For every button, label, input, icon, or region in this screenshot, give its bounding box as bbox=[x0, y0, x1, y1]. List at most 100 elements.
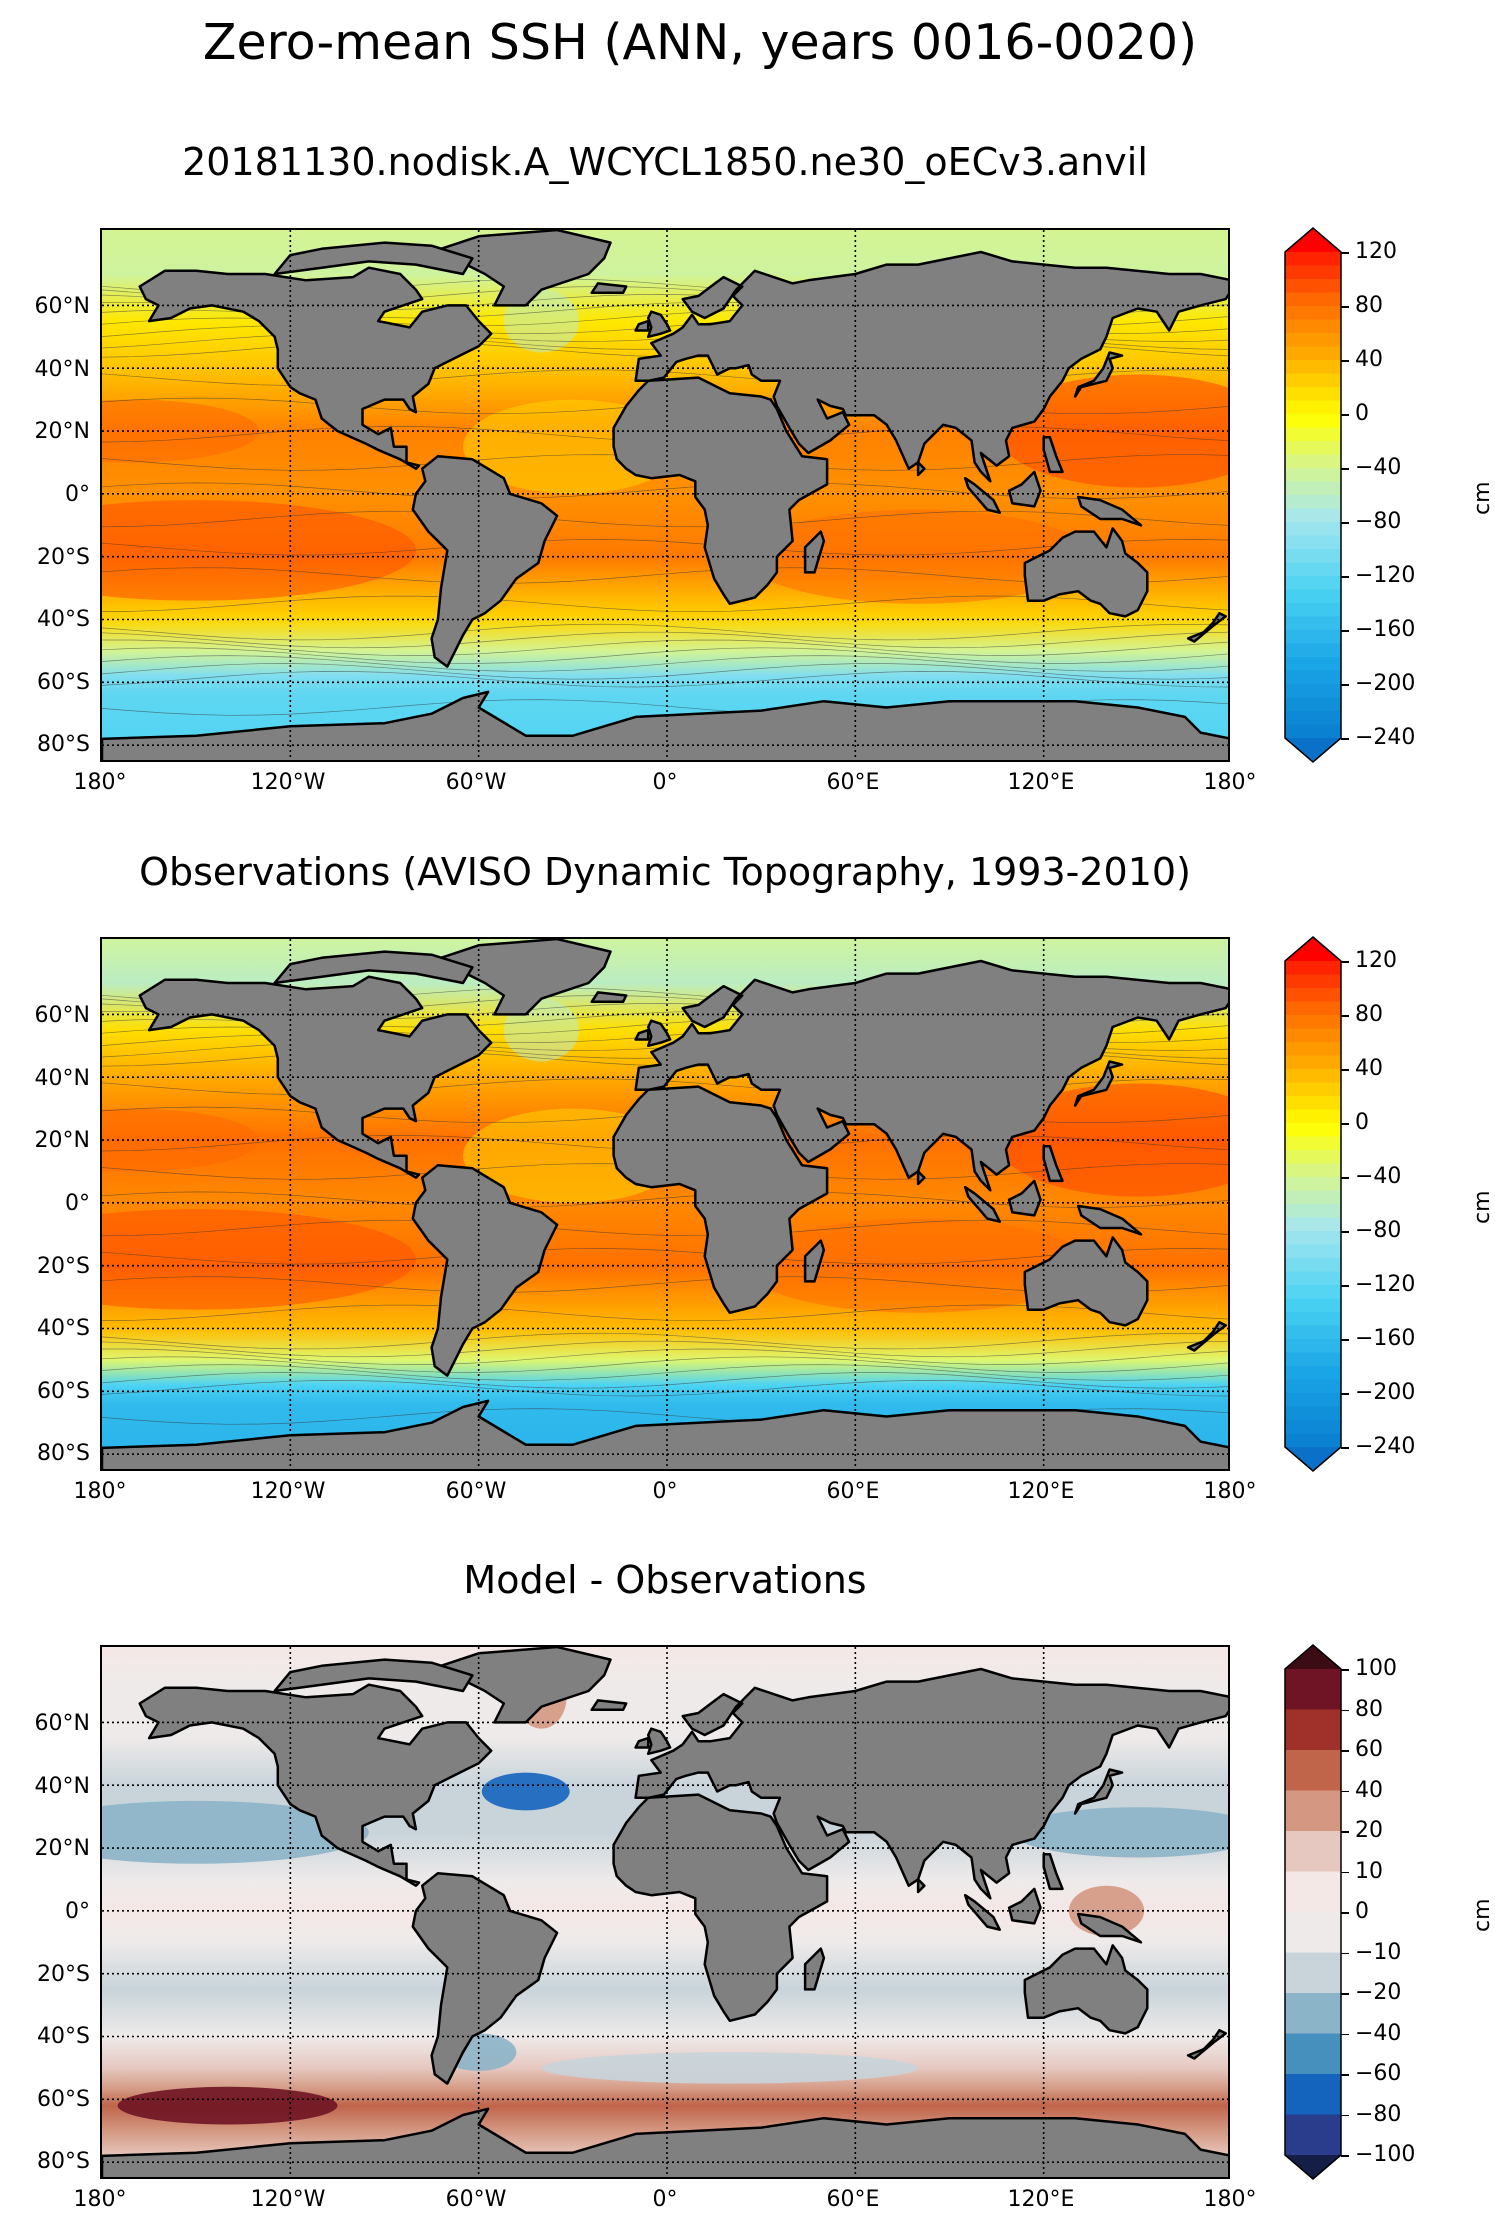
colorbar-tick-label: −160 bbox=[1355, 1326, 1416, 1351]
latitude-tick-label: 20°N bbox=[34, 1128, 90, 1153]
colorbar-tick-label: 10 bbox=[1355, 1858, 1383, 1884]
latitude-tick-label: 20°S bbox=[37, 1254, 90, 1279]
latitude-tick-label: 80°S bbox=[37, 732, 90, 757]
colorbar-level bbox=[1285, 1669, 1341, 1711]
latitude-tick-label: 60°S bbox=[37, 2087, 90, 2112]
colorbar-tick-label: 0 bbox=[1355, 401, 1369, 426]
field-anomaly bbox=[102, 500, 416, 601]
colorbar-tick-mark bbox=[1341, 1993, 1349, 1995]
colorbar-tick-label: 80 bbox=[1355, 1002, 1383, 1027]
colorbar-level bbox=[1285, 1325, 1341, 1340]
colorbar-level bbox=[1285, 670, 1341, 685]
land-mass bbox=[916, 461, 926, 477]
colorbar-level bbox=[1285, 1271, 1341, 1286]
colorbar-tick-label: 20 bbox=[1355, 1818, 1383, 1843]
land-mass bbox=[963, 1893, 1001, 1931]
colorbar-tick-label: 0 bbox=[1355, 1899, 1369, 1924]
land-mass bbox=[963, 1185, 1001, 1223]
colorbar-level bbox=[1285, 454, 1341, 469]
colorbar-level bbox=[1285, 657, 1341, 672]
colorbar-level bbox=[1285, 1298, 1341, 1313]
latitude-tick-label: 40°N bbox=[34, 357, 90, 382]
field-anomaly bbox=[481, 1772, 570, 1811]
longitude-tick-label: 120°W bbox=[250, 770, 326, 795]
land-mass bbox=[612, 1085, 829, 1315]
colorbar-level bbox=[1285, 1352, 1341, 1367]
land-mass bbox=[1023, 1944, 1149, 2035]
colorbar-tick-mark bbox=[1341, 1177, 1349, 1179]
colorbar-level bbox=[1285, 1150, 1341, 1165]
land-mass bbox=[273, 950, 474, 985]
colorbar-level bbox=[1285, 1339, 1341, 1354]
colorbar-tick-mark bbox=[1341, 306, 1349, 308]
colorbar-1 bbox=[1284, 227, 1342, 763]
latitude-tick-label: 60°N bbox=[34, 1711, 90, 1736]
longitude-tick-label: 120°W bbox=[250, 1479, 326, 1504]
colorbar-level bbox=[1285, 589, 1341, 604]
colorbar-tick-label: 60 bbox=[1355, 1737, 1383, 1762]
land-mass bbox=[1007, 1179, 1042, 1217]
colorbar-tick-mark bbox=[1341, 1123, 1349, 1125]
colorbar-tick-label: −20 bbox=[1355, 1980, 1402, 2005]
colorbar-level bbox=[1285, 974, 1341, 989]
colorbar-level bbox=[1285, 279, 1341, 294]
land-mass bbox=[1073, 1768, 1124, 1815]
colorbar-level bbox=[1285, 1217, 1341, 1232]
longitude-tick-label: 120°E bbox=[1007, 1479, 1075, 1504]
colorbar-tick-mark bbox=[1341, 576, 1349, 578]
land-mass bbox=[439, 939, 612, 1016]
colorbar-tick-label: 100 bbox=[1355, 1656, 1397, 1681]
colorbar-tick-label: 80 bbox=[1355, 1696, 1383, 1722]
colorbar-extend-min bbox=[1285, 738, 1341, 762]
colorbar-level bbox=[1285, 414, 1341, 429]
colorbar-tick-mark bbox=[1341, 1912, 1349, 1914]
latitude-tick-label: 0° bbox=[65, 482, 90, 507]
colorbar-level bbox=[1285, 319, 1341, 334]
colorbar-level bbox=[1285, 495, 1341, 510]
panel-title: Observations (AVISO Dynamic Topography, … bbox=[139, 850, 1191, 894]
colorbar-level bbox=[1285, 373, 1341, 388]
latitude-tick-label: 0° bbox=[65, 1899, 90, 1924]
colorbar-level bbox=[1285, 535, 1341, 550]
colorbar-tick-mark bbox=[1341, 1669, 1349, 1671]
colorbar-tick-mark bbox=[1341, 2114, 1349, 2116]
latitude-tick-label: 80°S bbox=[37, 1441, 90, 1466]
latitude-tick-label: 60°N bbox=[34, 294, 90, 319]
land-mass bbox=[1076, 495, 1143, 527]
latitude-tick-label: 20°N bbox=[34, 1836, 90, 1861]
colorbar-tick-mark bbox=[1341, 630, 1349, 632]
colorbar-tick-mark bbox=[1341, 522, 1349, 524]
colorbar-tick-label: −40 bbox=[1355, 2020, 1402, 2046]
colorbar-level bbox=[1285, 252, 1341, 267]
colorbar-level bbox=[1285, 576, 1341, 591]
land-mass bbox=[590, 282, 628, 295]
colorbar-level bbox=[1285, 2114, 1341, 2156]
colorbar-level bbox=[1285, 1231, 1341, 1246]
colorbar-level bbox=[1285, 603, 1341, 618]
longitude-tick-label: 0° bbox=[652, 1479, 678, 1504]
colorbar-level bbox=[1285, 1420, 1341, 1435]
colorbar-level bbox=[1285, 1952, 1341, 1994]
colorbar-level bbox=[1285, 333, 1341, 348]
colorbar-level bbox=[1285, 1163, 1341, 1178]
colorbar-level bbox=[1285, 2033, 1341, 2075]
colorbar-label: cm bbox=[1470, 1898, 1495, 1932]
colorbar-tick-label: −10 bbox=[1355, 1939, 1402, 1965]
colorbar-tick-label: 80 bbox=[1355, 293, 1383, 318]
land-mass bbox=[612, 1793, 829, 2023]
colorbar-level bbox=[1285, 306, 1341, 321]
colorbar-level bbox=[1285, 1028, 1341, 1043]
colorbar-svg bbox=[1284, 227, 1342, 763]
land-mass bbox=[646, 310, 672, 339]
colorbar-level bbox=[1285, 387, 1341, 402]
colorbar-tick-label: −200 bbox=[1355, 1380, 1416, 1405]
colorbar-level bbox=[1285, 360, 1341, 375]
latitude-tick-label: 60°N bbox=[34, 1003, 90, 1028]
colorbar-tick-label: −160 bbox=[1355, 617, 1416, 642]
colorbar-tick-mark bbox=[1341, 684, 1349, 686]
colorbar-level bbox=[1285, 630, 1341, 645]
land-mass bbox=[803, 1239, 826, 1283]
colorbar-tick-label: −200 bbox=[1355, 671, 1416, 696]
colorbar-level bbox=[1285, 1258, 1341, 1273]
colorbar-level bbox=[1285, 724, 1341, 739]
